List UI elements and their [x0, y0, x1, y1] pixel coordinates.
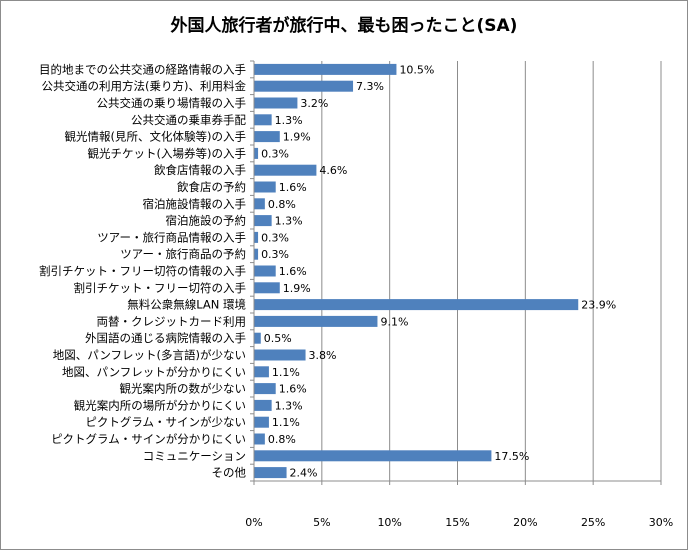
category-label: ピクトグラム・サインが少ない	[85, 415, 246, 429]
data-label: 7.3%	[356, 80, 384, 93]
category-label: 公共交通の利用方法(乗り方)、利用料金	[42, 79, 247, 93]
bar	[254, 467, 287, 479]
x-tick-label: 5%	[313, 516, 330, 529]
bar	[254, 181, 276, 193]
bar	[254, 450, 492, 462]
bar	[254, 332, 261, 344]
category-label: 地図、パンフレットが分かりにくい	[62, 365, 246, 379]
bar	[254, 383, 276, 395]
data-label: 3.8%	[309, 349, 337, 362]
category-label: 観光案内所の数が少ない	[120, 382, 247, 396]
category-label: 観光情報(見所、文化体験等)の入手	[65, 130, 246, 144]
bar	[254, 215, 272, 227]
bars	[254, 63, 579, 479]
data-label: 1.9%	[283, 131, 311, 144]
category-label: 観光チケット(入場券等)の入手	[88, 146, 246, 160]
data-label: 1.3%	[275, 215, 303, 228]
bar	[254, 80, 354, 92]
data-label: 17.5%	[494, 450, 529, 463]
data-label: 1.6%	[279, 265, 307, 278]
data-label: 1.3%	[275, 399, 303, 412]
category-label: 公共交通の乗車券手配	[131, 113, 246, 127]
data-label: 0.5%	[264, 332, 292, 345]
bar	[254, 231, 259, 243]
data-label: 10.5%	[399, 63, 434, 76]
category-label: 飲食店の予約	[177, 180, 246, 194]
data-label: 0.3%	[261, 147, 289, 160]
category-label: 無料公衆無線LAN 環境	[127, 298, 246, 312]
category-label: コミュニケーション	[143, 449, 246, 463]
category-label: ツアー・旅行商品の予約	[120, 247, 246, 261]
data-label: 1.6%	[279, 181, 307, 194]
bar	[254, 164, 317, 176]
category-label: 飲食店情報の入手	[154, 163, 246, 177]
data-label: 1.1%	[272, 416, 300, 429]
bar	[254, 299, 579, 311]
x-tick-label: 20%	[513, 516, 537, 529]
category-label: ピクトグラム・サインが分かりにくい	[51, 432, 246, 446]
category-label: 地図、パンフレット(多言語)が少ない	[53, 348, 246, 362]
bar	[254, 198, 265, 210]
data-label: 2.4%	[290, 467, 318, 480]
data-label: 1.3%	[275, 114, 303, 127]
category-label: その他	[212, 466, 247, 480]
category-label: 両替・クレジットカード利用	[97, 314, 247, 328]
x-tick-label: 0%	[245, 516, 262, 529]
x-tick-label: 30%	[649, 516, 673, 529]
category-label: 割引チケット・フリー切符の情報の入手	[39, 264, 246, 278]
bar	[254, 315, 378, 327]
category-label: 目的地までの公共交通の経路情報の入手	[39, 62, 246, 76]
x-tick-label: 10%	[377, 516, 401, 529]
bar	[254, 416, 269, 428]
category-label: 観光案内所の場所が分かりにくい	[74, 398, 246, 412]
data-label: 23.9%	[581, 299, 616, 312]
data-label: 0.8%	[268, 433, 296, 446]
bar	[254, 399, 272, 411]
category-label: ツアー・旅行商品情報の入手	[97, 230, 246, 244]
x-tick-label: 25%	[581, 516, 605, 529]
data-label: 3.2%	[300, 97, 328, 110]
x-tick-label: 15%	[445, 516, 469, 529]
data-label: 9.1%	[380, 315, 408, 328]
bar	[254, 366, 269, 378]
bar	[254, 265, 276, 277]
category-label: 宿泊施設の予約	[166, 214, 247, 228]
bar	[254, 147, 259, 159]
data-label: 4.6%	[319, 164, 347, 177]
labels: 0% 5% 10% 15% 20% 25% 30% 目的地までの公共交通の経路情報の入手 10.…	[39, 62, 673, 529]
data-label: 0.8%	[268, 198, 296, 211]
chart-title: 外国人旅行者が旅行中、最も困ったこと(SA)	[170, 16, 518, 36]
bar	[254, 433, 265, 445]
data-label: 1.1%	[272, 366, 300, 379]
bar	[254, 131, 280, 143]
bar	[254, 114, 272, 126]
category-label: 割引チケット・フリー切符の入手	[74, 281, 247, 295]
bar	[254, 282, 280, 294]
gridlines	[321, 61, 662, 481]
category-label: 外国語の通じる病院情報の入手	[85, 331, 246, 345]
data-label: 0.3%	[261, 248, 289, 261]
axes	[250, 60, 662, 485]
category-label: 宿泊施設情報の入手	[143, 197, 247, 211]
category-label: 公共交通の乗り場情報の入手	[97, 96, 247, 110]
data-label: 1.9%	[283, 282, 311, 295]
data-label: 1.6%	[279, 383, 307, 396]
bar	[254, 63, 397, 75]
data-label: 0.3%	[261, 231, 289, 244]
bar	[254, 248, 259, 260]
bar	[254, 349, 306, 361]
bar	[254, 97, 298, 109]
